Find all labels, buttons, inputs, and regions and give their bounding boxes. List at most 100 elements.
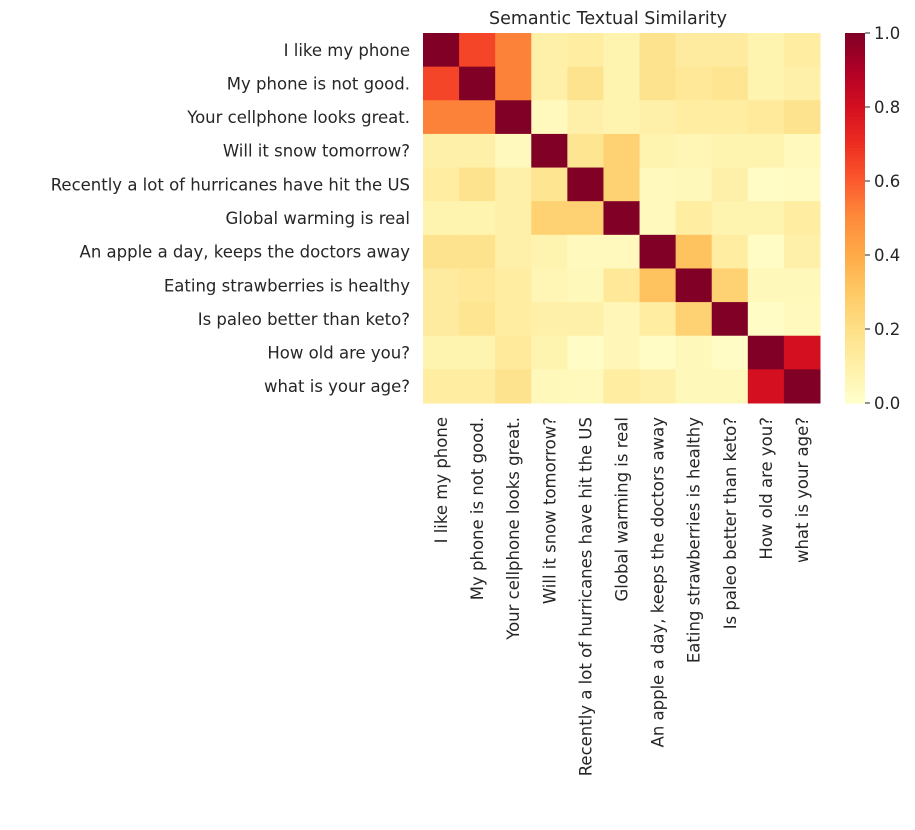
colorbar-tick-label: 1.0 xyxy=(874,24,900,43)
heatmap-cell xyxy=(531,234,568,269)
colorbar-segment xyxy=(845,187,865,191)
heatmap-cell xyxy=(495,302,532,337)
colorbar-tick-label: 0.8 xyxy=(874,98,900,117)
heatmap-cell xyxy=(531,133,568,169)
heatmap-cell xyxy=(423,302,460,337)
colorbar-segment xyxy=(845,273,865,278)
y-tick-label: Global warming is real xyxy=(225,209,410,228)
colorbar-segment xyxy=(845,107,865,111)
colorbar-segment xyxy=(845,378,865,383)
heatmap-cell xyxy=(567,100,604,135)
heatmap-cell xyxy=(603,268,641,303)
x-tick-label: Eating strawberries is healthy xyxy=(685,417,704,663)
heatmap-cell xyxy=(675,33,713,68)
colorbar-segment xyxy=(845,236,865,241)
heatmap-cell xyxy=(567,369,604,404)
heatmap-cell xyxy=(495,66,532,101)
heatmap-cell xyxy=(567,302,604,337)
colorbar-segment xyxy=(845,258,865,262)
colorbar-segment xyxy=(845,100,865,105)
colorbar-segment xyxy=(845,73,865,77)
heatmap-cell xyxy=(675,268,713,303)
colorbar-segment xyxy=(845,70,865,74)
colorbar-segment xyxy=(845,332,865,336)
heatmap-cell xyxy=(783,268,821,303)
colorbar-segment xyxy=(845,393,865,398)
heatmap-cell xyxy=(531,201,568,236)
colorbar-segment xyxy=(845,245,865,250)
heatmap-cell xyxy=(711,33,749,68)
heatmap-cell xyxy=(639,201,677,236)
colorbar-segment xyxy=(845,147,865,151)
x-tick-label: Recently a lot of hurricanes have hit th… xyxy=(576,417,595,776)
heatmap-cell xyxy=(459,201,496,236)
heatmap-cell xyxy=(639,167,677,202)
heatmap-cell xyxy=(423,33,460,68)
colorbar-segment xyxy=(845,384,865,389)
heatmap-cell xyxy=(747,335,785,370)
heatmap-cell xyxy=(531,66,568,101)
heatmap-cell xyxy=(459,234,496,269)
heatmap-cell xyxy=(675,167,713,202)
heatmap-cell xyxy=(567,33,604,68)
colorbar-segment xyxy=(845,125,865,130)
heatmap-cell xyxy=(747,369,785,404)
colorbar-segment xyxy=(845,66,865,71)
heatmap-cell xyxy=(603,133,641,169)
heatmap-cell xyxy=(459,369,496,404)
heatmap-cell xyxy=(495,335,532,370)
colorbar-segment xyxy=(845,310,865,315)
colorbar-segment xyxy=(845,150,865,154)
heatmap-cell xyxy=(747,100,785,135)
colorbar-segment xyxy=(845,279,865,284)
heatmap-cell xyxy=(423,66,460,101)
heatmap-cell xyxy=(783,234,821,269)
colorbar-segment xyxy=(845,344,865,349)
colorbar-segment xyxy=(845,48,865,53)
colorbar-tick-label: 0.0 xyxy=(874,394,900,413)
x-tick-labels: I like my phone My phone is not good. Your… xyxy=(432,417,812,777)
heatmap-cell xyxy=(459,302,496,337)
colorbar-segment xyxy=(845,85,865,90)
colorbar-segment xyxy=(845,372,865,376)
colorbar-segment xyxy=(845,97,865,102)
colorbar-segment xyxy=(845,298,865,302)
colorbar-segment xyxy=(845,190,865,194)
colorbar-segment xyxy=(845,36,865,40)
colorbar-segment xyxy=(845,261,865,265)
colorbar-segment xyxy=(845,51,865,56)
heatmap-cell xyxy=(675,335,713,370)
colorbar-segment xyxy=(845,79,865,83)
heatmap-cell xyxy=(495,100,532,135)
colorbar-segment xyxy=(845,57,865,62)
colorbar-segment xyxy=(845,113,865,117)
heatmap-cell xyxy=(531,100,568,135)
heatmap-cell xyxy=(531,268,568,303)
heatmap-cell xyxy=(531,335,568,370)
colorbar-segment xyxy=(845,33,865,37)
colorbar-segment xyxy=(845,399,865,404)
colorbar-segment xyxy=(845,325,865,330)
x-tick-label: Your cellphone looks great. xyxy=(504,417,523,641)
heatmap-cell xyxy=(423,100,460,135)
heatmap-cell xyxy=(423,335,460,370)
x-tick-label: Will it snow tomorrow? xyxy=(540,417,559,604)
heatmap-cell xyxy=(567,66,604,101)
colorbar-segment xyxy=(845,91,865,96)
y-tick-label: Eating strawberries is healthy xyxy=(164,276,410,295)
colorbar-segment xyxy=(845,88,865,93)
heatmap-cell xyxy=(711,302,749,337)
heatmap-cell xyxy=(747,268,785,303)
heatmap-cell xyxy=(495,234,532,269)
heatmap-cell xyxy=(747,234,785,269)
heatmap-cell xyxy=(747,201,785,236)
heatmap-cell xyxy=(639,66,677,101)
heatmap-cell xyxy=(495,167,532,202)
colorbar-segment xyxy=(845,359,865,364)
heatmap-cell xyxy=(783,133,821,169)
colorbar-segment xyxy=(845,292,865,296)
heatmap-cell xyxy=(567,201,604,236)
heatmap-cell xyxy=(459,268,496,303)
colorbar-segment xyxy=(845,39,865,43)
colorbar-segment xyxy=(845,255,865,259)
